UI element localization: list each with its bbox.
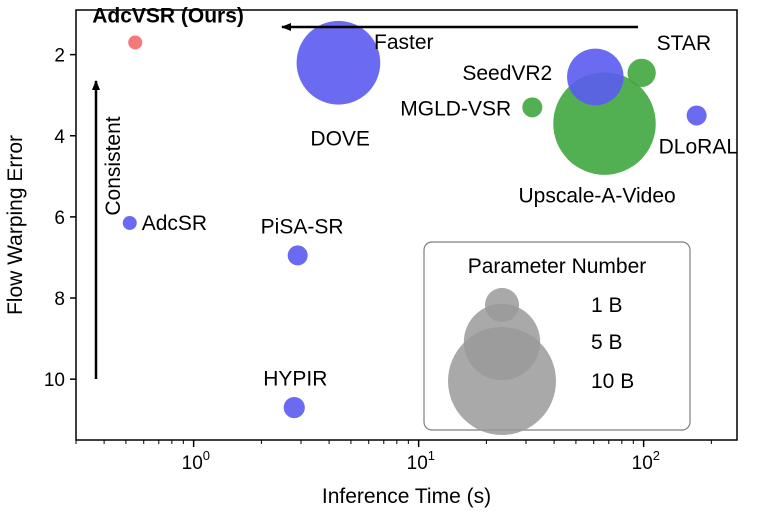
label-upscale-a-video: Upscale-A-Video [519, 185, 676, 208]
label-adcvsr-ours: AdcVSR (Ours) [92, 4, 244, 27]
y-tick-label: 10 [44, 370, 65, 391]
label-mgld-vsr: MGLD-VSR [400, 97, 511, 120]
point-mgld-vsr [522, 97, 543, 118]
point-adcvsr-ours [128, 35, 143, 50]
label-dove: DOVE [310, 128, 370, 151]
label-dloral: DLoRAL [659, 135, 738, 158]
y-tick-label: 4 [54, 127, 65, 148]
y-tick-label: 6 [54, 208, 65, 229]
point-hypir [283, 396, 305, 419]
x-tick-label: 100 [182, 448, 210, 474]
x-tick-label: 101 [407, 448, 435, 474]
point-pisa-sr [287, 245, 308, 266]
label-seedvr2: SeedVR2 [462, 62, 552, 85]
point-star [627, 58, 656, 88]
x-axis-title: Inference Time (s) [322, 485, 491, 508]
consistent-label: Consistent [102, 116, 125, 215]
point-adcsr [122, 215, 137, 230]
label-star: STAR [657, 32, 711, 55]
legend-label-5-b: 5 B [591, 331, 623, 354]
label-adcsr: AdcSR [142, 212, 207, 235]
x-tick-label: 102 [632, 448, 660, 474]
plot-frame [75, 9, 738, 441]
marks-layer [122, 20, 707, 419]
point-seedvr2 [567, 48, 624, 106]
legend: Parameter Number 1 B 5 B 10 B [423, 241, 691, 435]
y-tick-label: 8 [54, 289, 65, 310]
legend-title: Parameter Number [468, 255, 647, 278]
point-dloral [686, 105, 707, 126]
legend-label-10-b: 10 B [591, 370, 634, 393]
label-pisa-sr: PiSA-SR [261, 215, 344, 238]
label-hypir: HYPIR [263, 368, 327, 391]
axes-layer: 100 101 102 2 4 6 8 10 Inference Time (s) Flow Wa… [4, 9, 738, 508]
labels-layer: AdcVSR (Ours) DOVE SeedVR2 STAR MGLD-VSR Upsc… [92, 4, 738, 391]
legend-bubble-10-b [448, 327, 556, 435]
y-tick-label: 2 [54, 46, 65, 67]
legend-label-1-b: 1 B [591, 294, 623, 317]
faster-label: Faster [374, 31, 434, 54]
point-dove [296, 20, 381, 105]
y-axis-title: Flow Warping Error [4, 135, 27, 315]
